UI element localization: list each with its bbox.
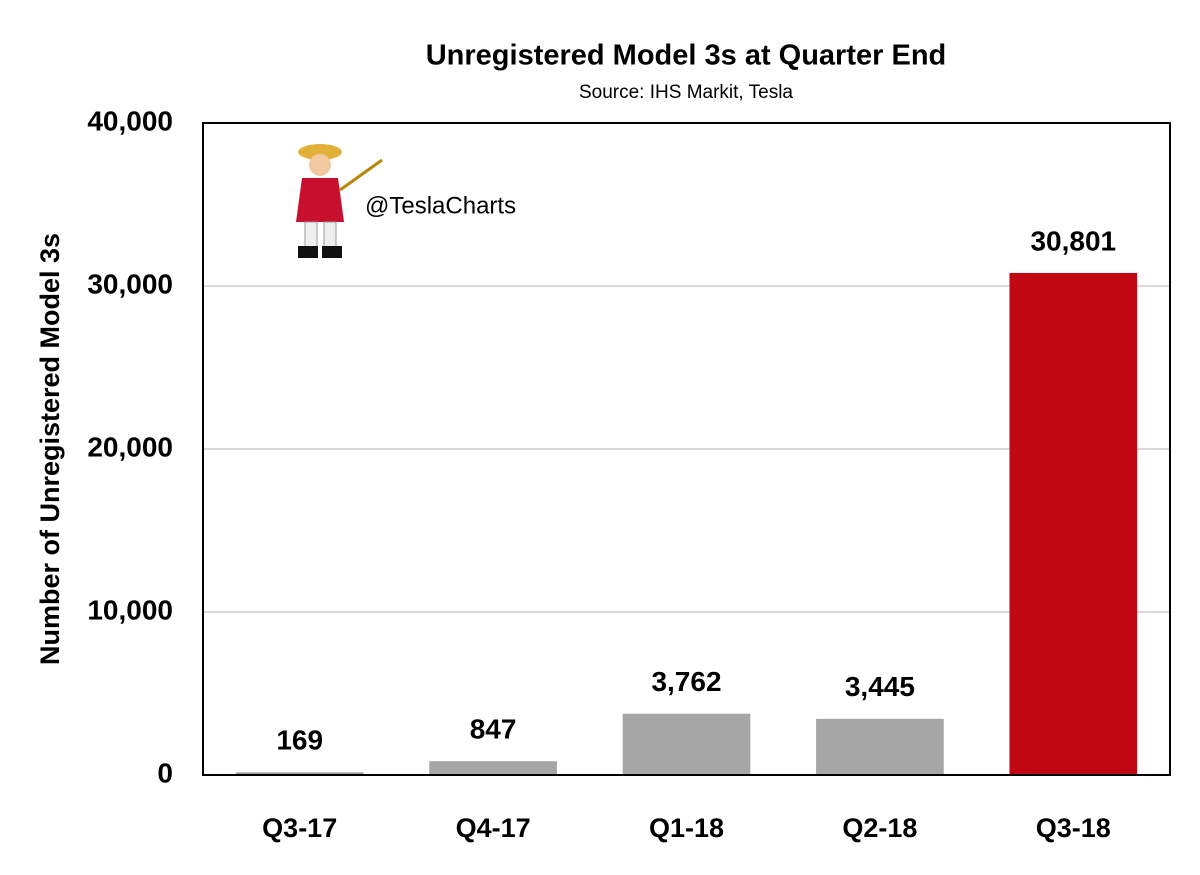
value-label: 3,762 <box>651 666 721 697</box>
plot-frame <box>202 122 1171 776</box>
value-label: 30,801 <box>1030 225 1116 256</box>
value-label: 169 <box>276 725 323 756</box>
value-label: 847 <box>470 714 517 745</box>
chart-subtitle: Source: IHS Markit, Tesla <box>579 82 793 103</box>
value-label: 3,445 <box>845 671 915 702</box>
y-tick-label: 30,000 <box>87 268 173 299</box>
x-tick-label: Q3-18 <box>1036 813 1111 843</box>
x-tick-label: Q4-17 <box>456 813 531 843</box>
bar <box>622 713 751 775</box>
mascot <box>296 144 383 258</box>
bar <box>1009 272 1138 775</box>
y-axis-label: Number of Unregistered Model 3s <box>35 233 65 665</box>
x-tick-label: Q1-18 <box>649 813 724 843</box>
chart-title: Unregistered Model 3s at Quarter End <box>426 40 947 72</box>
bar <box>816 718 944 775</box>
annotation: @TeslaCharts <box>365 192 516 219</box>
y-tick-label: 40,000 <box>87 105 173 136</box>
y-tick-label: 20,000 <box>87 431 173 462</box>
x-tick-label: Q3-17 <box>262 813 337 843</box>
y-tick-label: 0 <box>157 757 173 788</box>
bar <box>235 772 364 775</box>
x-tick-label: Q2-18 <box>842 813 917 843</box>
bar <box>429 761 557 775</box>
y-tick-label: 10,000 <box>87 594 173 625</box>
